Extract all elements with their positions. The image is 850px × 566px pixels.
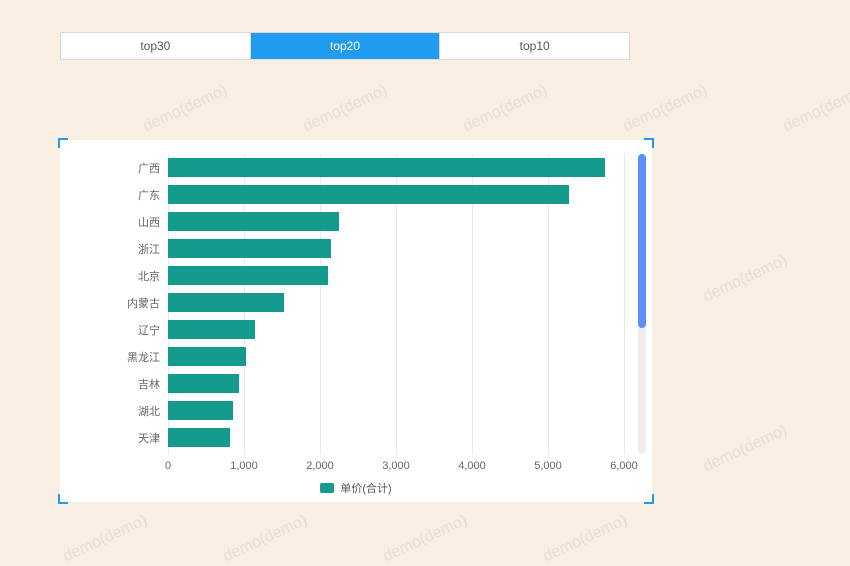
tab-top10[interactable]: top10 <box>440 33 629 59</box>
watermark: demo(demo) <box>620 82 710 137</box>
bar-fill[interactable] <box>168 185 569 204</box>
bar-category-label: 湖北 <box>138 403 168 419</box>
watermark: demo(demo) <box>780 82 850 137</box>
x-tick-label: 2,000 <box>306 454 334 472</box>
bar-row: 广西 <box>168 158 605 177</box>
bar-fill[interactable] <box>168 212 339 231</box>
bar-row: 辽宁 <box>168 320 255 339</box>
bar-category-label: 山西 <box>138 214 168 230</box>
bar-category-label: 广西 <box>138 160 168 176</box>
x-tick-label: 1,000 <box>230 454 258 472</box>
tab-top20[interactable]: top20 <box>251 33 441 59</box>
watermark: demo(demo) <box>700 422 790 477</box>
bar-category-label: 黑龙江 <box>127 349 168 365</box>
x-tick-label: 5,000 <box>534 454 562 472</box>
bar-row: 浙江 <box>168 239 331 258</box>
bar-row: 广东 <box>168 185 569 204</box>
bar-category-label: 广东 <box>138 187 168 203</box>
chart-scrollbar-thumb[interactable] <box>638 154 646 328</box>
x-tick-label: 3,000 <box>382 454 410 472</box>
watermark: demo(demo) <box>220 512 310 566</box>
bar-fill[interactable] <box>168 320 255 339</box>
watermark: demo(demo) <box>60 512 150 566</box>
bar-fill[interactable] <box>168 428 230 447</box>
bar-fill[interactable] <box>168 401 233 420</box>
chart-container: 01,0002,0003,0004,0005,0006,000广西广东山西浙江北… <box>60 140 652 502</box>
bar-row: 内蒙古 <box>168 293 284 312</box>
frame-corner <box>58 138 68 148</box>
plot-area: 01,0002,0003,0004,0005,0006,000广西广东山西浙江北… <box>168 154 624 454</box>
watermark: demo(demo) <box>300 82 390 137</box>
bar-category-label: 北京 <box>138 268 168 284</box>
watermark: demo(demo) <box>380 512 470 566</box>
bar-row: 天津 <box>168 428 230 447</box>
watermark: demo(demo) <box>700 252 790 307</box>
bar-fill[interactable] <box>168 347 246 366</box>
x-tick-label: 6,000 <box>610 454 638 472</box>
watermark: demo(demo) <box>140 82 230 137</box>
x-tick-label: 4,000 <box>458 454 486 472</box>
tab-bar: top30 top20 top10 <box>60 32 630 60</box>
bar-fill[interactable] <box>168 293 284 312</box>
bar-category-label: 浙江 <box>138 241 168 257</box>
watermark: demo(demo) <box>540 512 630 566</box>
bar-category-label: 内蒙古 <box>127 295 168 311</box>
bar-row: 山西 <box>168 212 339 231</box>
bar-fill[interactable] <box>168 239 331 258</box>
legend-label: 单价(合计) <box>340 480 391 496</box>
chart-scrollbar-track[interactable] <box>638 154 646 454</box>
x-tick-label: 0 <box>165 454 171 472</box>
bar-row: 黑龙江 <box>168 347 246 366</box>
legend-swatch <box>320 483 334 493</box>
bar-fill[interactable] <box>168 266 328 285</box>
bar-category-label: 吉林 <box>138 376 168 392</box>
chart-legend: 单价(合计) <box>60 480 652 496</box>
bar-fill[interactable] <box>168 158 605 177</box>
bar-category-label: 天津 <box>138 430 168 446</box>
bar-category-label: 辽宁 <box>138 322 168 338</box>
bar-row: 吉林 <box>168 374 239 393</box>
grid-line <box>624 154 625 454</box>
bar-row: 北京 <box>168 266 328 285</box>
watermark: demo(demo) <box>460 82 550 137</box>
tab-top30[interactable]: top30 <box>61 33 251 59</box>
bar-row: 湖北 <box>168 401 233 420</box>
bar-fill[interactable] <box>168 374 239 393</box>
frame-corner <box>644 138 654 148</box>
